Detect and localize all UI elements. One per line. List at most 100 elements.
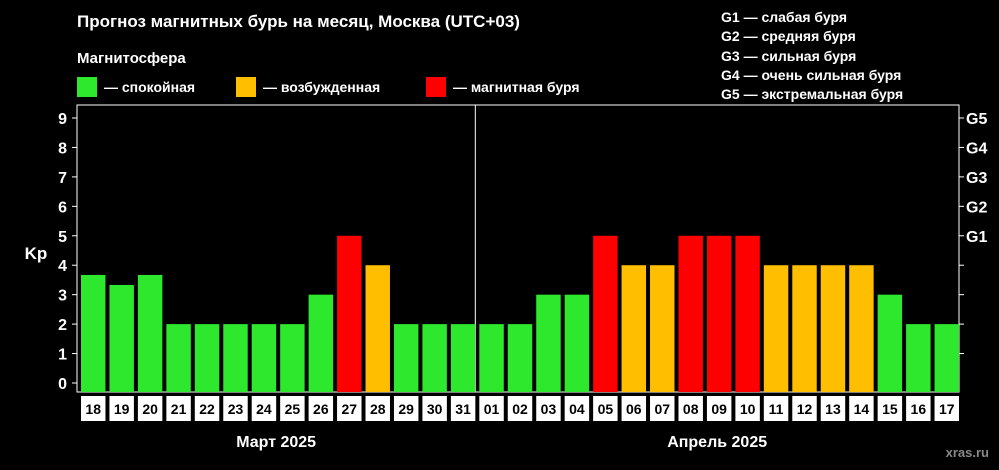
legend-storm-label: — магнитная буря: [453, 79, 580, 95]
kp-bar-10: [735, 235, 760, 392]
y-tick-label: 9: [58, 111, 67, 128]
date-label-02: 02: [512, 401, 528, 417]
g-level-label: G1: [966, 229, 987, 246]
kp-bar-18: [81, 274, 106, 392]
storm-level-legend: G1 — слабая буря G2 — средняя буря G3 — …: [721, 8, 903, 104]
date-box: [365, 396, 390, 421]
date-label-18: 18: [85, 401, 101, 417]
g1-legend-item: G1 — слабая буря: [721, 9, 848, 25]
date-label-01: 01: [484, 401, 500, 417]
y-tick-label: 3: [58, 288, 67, 305]
date-label-30: 30: [427, 401, 443, 417]
g3-legend-item: G3 — сильная буря: [721, 47, 857, 64]
date-box: [422, 396, 447, 421]
date-label-14: 14: [854, 401, 870, 417]
date-box: [650, 396, 675, 421]
kp-bar-28: [365, 265, 390, 392]
date-label-13: 13: [825, 401, 841, 417]
date-label-17: 17: [939, 401, 955, 417]
kp-bar-06: [621, 265, 647, 392]
kp-bar-01: [479, 324, 504, 392]
month-label: Март 2025: [236, 434, 316, 451]
y-tick-label: 2: [58, 317, 67, 334]
date-label-09: 09: [711, 401, 727, 417]
legend-calm: — спокойная: [77, 77, 195, 97]
date-label-21: 21: [171, 401, 187, 417]
kp-bar-11: [763, 265, 789, 392]
y-tick-label: 5: [58, 229, 67, 246]
date-box: [251, 396, 277, 421]
date-box: [109, 396, 134, 421]
y-tick-label: 8: [58, 140, 67, 157]
g4-legend-item: G4 — очень сильная буря: [721, 66, 902, 83]
month-label: Апрель 2025: [667, 434, 767, 451]
legend-storm: — магнитная буря: [426, 77, 580, 97]
date-box: [507, 396, 533, 421]
date-box: [450, 396, 476, 421]
date-label-07: 07: [654, 401, 670, 417]
date-label-23: 23: [228, 401, 244, 417]
g5-legend-item: G5 — экстремальная буря: [721, 86, 904, 103]
date-box: [223, 396, 248, 421]
kp-bar-31: [450, 324, 476, 392]
g-level-label: G3: [966, 170, 987, 187]
kp-bar-08: [678, 235, 703, 392]
y-tick-label: 1: [58, 347, 67, 364]
g2-legend-item: G2 — средняя буря: [721, 28, 856, 45]
kp-bar-26: [308, 294, 334, 392]
legend-excited: — возбужденная: [236, 77, 380, 97]
date-label-22: 22: [199, 401, 215, 417]
date-label-29: 29: [398, 401, 414, 417]
kp-bar-22: [194, 324, 220, 392]
g-level-label: G4: [966, 140, 987, 157]
kp-bar-14: [849, 265, 874, 392]
kp-bar-09: [706, 235, 732, 392]
date-box: [934, 396, 959, 421]
date-box: [280, 396, 305, 421]
date-label-31: 31: [455, 401, 471, 417]
kp-bar-12: [792, 265, 817, 392]
date-label-03: 03: [541, 401, 557, 417]
kp-bar-17: [934, 324, 959, 392]
date-box: [792, 396, 817, 421]
kp-bar-24: [251, 324, 277, 392]
date-box: [877, 396, 903, 421]
date-box: [849, 396, 874, 421]
date-label-19: 19: [114, 401, 130, 417]
kp-bar-15: [877, 294, 903, 392]
kp-bar-04: [564, 294, 590, 392]
legend-calm-swatch: [77, 77, 97, 97]
date-label-15: 15: [882, 401, 898, 417]
date-box: [678, 396, 703, 421]
legend-excited-swatch: [236, 77, 256, 97]
kp-bar-07: [650, 265, 675, 392]
g-level-label: G2: [966, 199, 987, 216]
source-credit: xras.ru: [945, 445, 989, 460]
date-box: [393, 396, 419, 421]
kp-bar-30: [422, 324, 447, 392]
date-label-24: 24: [256, 401, 272, 417]
kp-bar-21: [166, 324, 191, 392]
legend-calm-label: — спокойная: [104, 79, 196, 95]
y-tick-label: 0: [58, 376, 67, 393]
kp-bar-29: [393, 324, 419, 392]
kp-bar-20: [137, 274, 163, 392]
date-box: [536, 396, 561, 421]
chart-title: Прогноз магнитных бурь на месяц, Москва …: [77, 12, 520, 31]
kp-bar-25: [280, 324, 305, 392]
date-label-05: 05: [598, 401, 614, 417]
legend-excited-label: — возбужденная: [263, 79, 381, 95]
date-box: [81, 396, 106, 421]
date-label-25: 25: [285, 401, 301, 417]
kp-bar-02: [507, 324, 533, 392]
kp-bar-03: [536, 294, 561, 392]
kp-bar-16: [906, 324, 931, 392]
kp-bar-05: [593, 235, 618, 392]
g-level-label: G5: [966, 111, 987, 128]
date-box: [820, 396, 846, 421]
date-label-10: 10: [740, 401, 756, 417]
kp-bar-23: [223, 324, 248, 392]
date-box: [706, 396, 732, 421]
date-box: [337, 396, 362, 421]
date-label-28: 28: [370, 401, 386, 417]
